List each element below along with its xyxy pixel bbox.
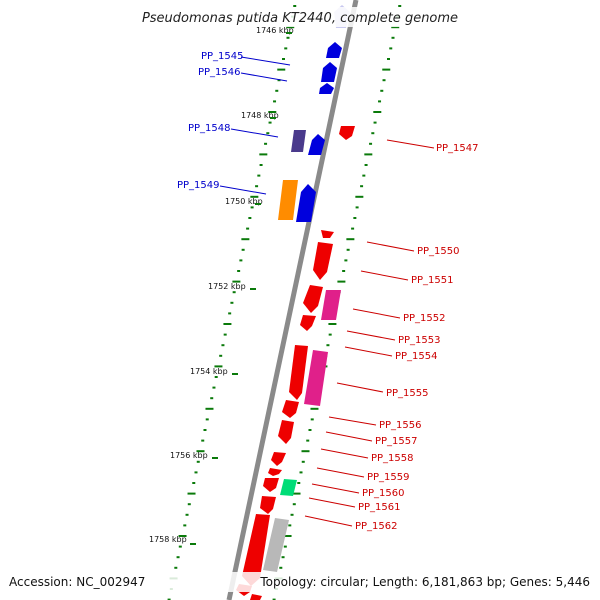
gene-arrow-pp1545[interactable] (326, 42, 342, 58)
gene-label[interactable]: PP_1553 (398, 335, 441, 346)
gene-label[interactable]: PP_1554 (395, 351, 438, 362)
gene-label[interactable]: PP_1560 (362, 488, 405, 499)
topology-text: Topology: circular; Length: 6,181,863 bp… (259, 575, 590, 589)
scale-label: 1752 kbp (208, 282, 246, 291)
gene-arrow-pp1548[interactable] (308, 134, 325, 155)
gene-label[interactable]: PP_1562 (355, 521, 398, 532)
gene-arrow-pp1562[interactable] (242, 514, 270, 586)
scale-labels: 1746 kbp 1748 kbp 1750 kbp 1752 kbp 1754… (149, 26, 294, 545)
left-leaders (219, 56, 291, 195)
gene-box-pp1560[interactable] (280, 479, 297, 496)
gene-label[interactable]: PP_1556 (379, 420, 422, 431)
accession-text: Accession: NC_002947 (9, 575, 145, 589)
right-leaders (304, 139, 435, 527)
gene-label[interactable]: PP_1558 (371, 453, 414, 464)
gene-arrow-pp1554[interactable] (289, 345, 308, 400)
gene-box-pp1555[interactable] (304, 350, 328, 406)
gene-label[interactable]: PP_1547 (436, 143, 479, 154)
tick-marks (167, 5, 402, 600)
gene-box-grey[interactable] (263, 518, 289, 572)
gene-box-pp1549[interactable] (278, 180, 298, 220)
gene-arrow-pp1557[interactable] (278, 420, 294, 444)
gene-arrow-pp1552a[interactable] (303, 285, 323, 313)
gene-arrow-pp1558[interactable] (271, 452, 286, 466)
gene-arrow-pp1546[interactable] (321, 62, 337, 82)
gene-box-pp1548[interactable] (291, 130, 306, 152)
map-title: Pseudomonas putida KT2440, complete geno… (142, 11, 458, 26)
gene-arrow-pp1551[interactable] (313, 242, 333, 280)
gene-label[interactable]: PP_1552 (403, 313, 446, 324)
gene-label[interactable]: PP_1561 (358, 502, 401, 513)
gene-label[interactable]: PP_1549 (177, 180, 220, 191)
footer-backing (0, 572, 600, 592)
gene-arrow-small[interactable] (319, 83, 334, 94)
gene-arrow-pp1556[interactable] (282, 400, 299, 418)
gene-arrow-pp1560[interactable] (263, 478, 279, 492)
scale-label: 1756 kbp (170, 451, 208, 460)
scale-label: 1758 kbp (149, 535, 187, 544)
gene-label[interactable]: PP_1545 (201, 51, 244, 62)
title-backing (130, 7, 470, 27)
scale-label: 1750 kbp (225, 197, 263, 206)
gene-arrow-pp1553[interactable] (300, 315, 316, 331)
gene-label[interactable]: PP_1550 (417, 246, 460, 257)
scale-label: 1748 kbp (241, 111, 279, 120)
left-gene-labels: PP_1545 PP_1546 PP_1548 PP_1549 (177, 51, 244, 191)
gene-arrow-pp1561[interactable] (260, 496, 276, 514)
gene-label[interactable]: PP_1557 (375, 436, 418, 447)
gene-label[interactable]: PP_1546 (198, 67, 241, 78)
gene-label[interactable]: PP_1551 (411, 275, 454, 286)
genome-backbone (226, 0, 359, 600)
gene-label[interactable]: PP_1559 (367, 472, 410, 483)
gene-arrow-bottom2[interactable] (250, 594, 262, 600)
gene-label[interactable]: PP_1548 (188, 123, 231, 134)
gene-label[interactable]: PP_1555 (386, 388, 429, 399)
scale-label: 1746 kbp (256, 26, 294, 35)
scale-label: 1754 kbp (190, 367, 228, 376)
gene-arrow-pp1550[interactable] (321, 230, 334, 238)
gene-arrow-pp1549[interactable] (296, 184, 316, 222)
gene-arrow-pp1547[interactable] (339, 126, 355, 140)
gene-arrow-pp1559[interactable] (268, 468, 282, 476)
right-gene-labels: PP_1547 PP_1550 PP_1551 PP_1552 PP_1553 … (355, 143, 479, 532)
gene-box-pp1552[interactable] (321, 290, 341, 320)
